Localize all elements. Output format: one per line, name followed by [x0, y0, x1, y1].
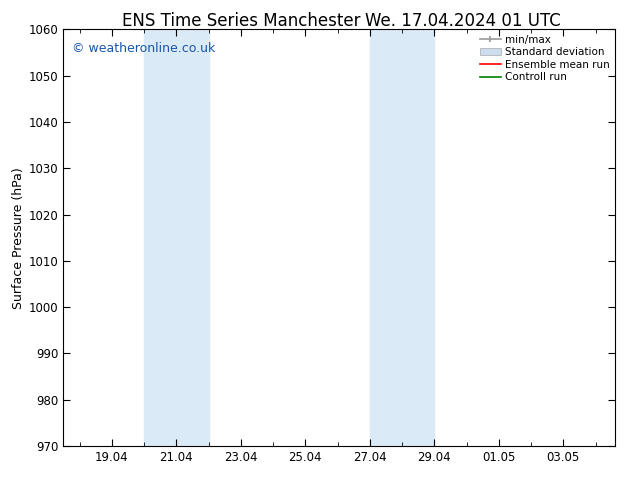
Text: ENS Time Series Manchester: ENS Time Series Manchester [122, 12, 360, 30]
Text: We. 17.04.2024 01 UTC: We. 17.04.2024 01 UTC [365, 12, 560, 30]
Legend: min/max, Standard deviation, Ensemble mean run, Controll run: min/max, Standard deviation, Ensemble me… [478, 32, 612, 84]
Bar [144, 29, 209, 446]
Bar [370, 29, 434, 446]
Text: © weatheronline.co.uk: © weatheronline.co.uk [72, 42, 215, 55]
Y-axis label: Surface Pressure (hPa): Surface Pressure (hPa) [11, 167, 25, 309]
